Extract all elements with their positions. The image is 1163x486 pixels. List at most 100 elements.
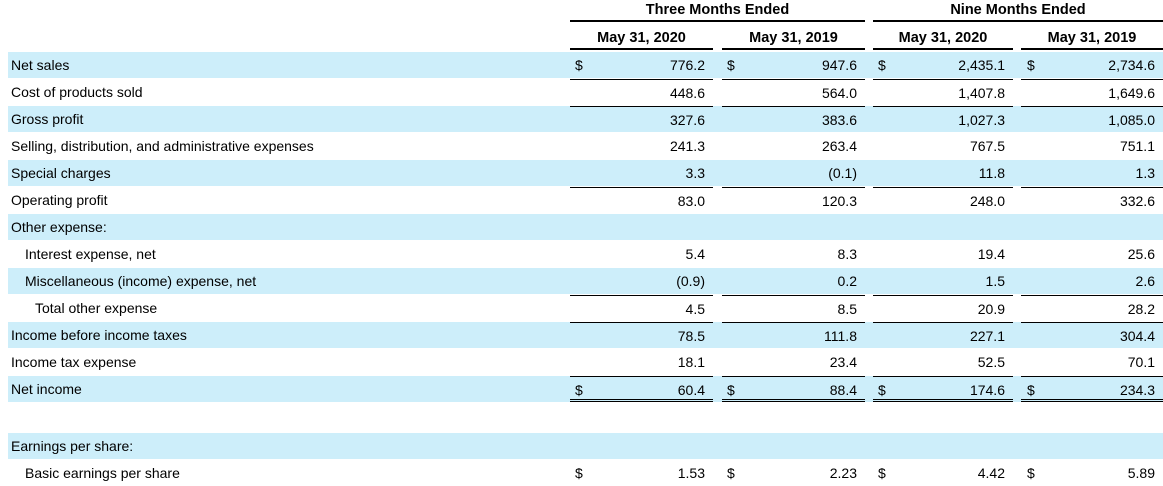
value-cell: 18.1 [570,349,713,375]
row-label: Other expense: [11,219,107,235]
value-cell: 83.0 [570,187,713,213]
header-col-ytd-2019: May 31, 2019 [1021,28,1163,50]
row-label: Total other expense [35,300,158,316]
value-cell: $947.6 [722,52,865,78]
value-cell: 227.1 [873,322,1013,348]
cell-value: 234.3 [1119,382,1155,398]
cell-value: 5.89 [1127,465,1155,481]
cell-value: 1,407.8 [958,85,1005,101]
value-cell: 248.0 [873,187,1013,213]
value-cell: 8.3 [722,241,865,267]
currency-symbol: $ [1027,382,1035,398]
value-cell: $174.6 [873,376,1013,402]
row-label: Selling, distribution, and administrativ… [11,138,314,154]
row-label: Basic earnings per share [25,465,180,481]
table-row: Other expense: [8,214,1163,240]
row-label: Gross profit [11,111,84,127]
cell-value: (0.9) [676,273,705,289]
cell-value: 227.1 [969,328,1005,344]
row-label: Interest expense, net [25,246,156,262]
cell-value: 60.4 [677,382,705,398]
value-cell: (0.1) [722,160,865,186]
value-cell: 70.1 [1021,349,1163,375]
value-cell [570,433,713,459]
row-label: Miscellaneous (income) expense, net [25,273,257,289]
cell-value: 2,734.6 [1108,57,1155,73]
cell-value: 3.3 [685,165,705,181]
cell-value: 5.4 [685,246,705,262]
row-label: Earnings per share: [11,438,134,454]
value-cell: 5.4 [570,241,713,267]
cell-value: 1.3 [1135,165,1155,181]
cell-value: 1,649.6 [1108,85,1155,101]
cell-value: 1.53 [677,465,705,481]
value-cell: 332.6 [1021,187,1163,213]
cell-value: 28.2 [1127,301,1155,317]
cell-value: 174.6 [969,382,1005,398]
value-cell: 2.6 [1021,268,1163,294]
value-cell: 1,085.0 [1021,106,1163,132]
value-cell: 4.5 [570,295,713,321]
table-row: Net income $60.4 $88.4 $174.6 $234.3 [8,376,1163,402]
cell-value: 248.0 [969,193,1005,209]
cell-value: 751.1 [1119,138,1155,154]
value-cell: $88.4 [722,376,865,402]
value-cell: 751.1 [1021,133,1163,159]
cell-value: 1.5 [985,273,1005,289]
value-cell: 20.9 [873,295,1013,321]
currency-symbol: $ [727,382,735,398]
value-cell: 19.4 [873,241,1013,267]
cell-value: 383.6 [821,112,857,128]
value-cell: 304.4 [1021,322,1163,348]
value-cell: 25.6 [1021,241,1163,267]
header-col-q-2020: May 31, 2020 [570,28,713,50]
row-label: Special charges [11,165,111,181]
value-cell: $2,734.6 [1021,52,1163,78]
cell-value: 448.6 [669,85,705,101]
value-cell: 52.5 [873,349,1013,375]
cell-value: 88.4 [829,382,857,398]
cell-value: 2,435.1 [958,57,1005,73]
table-row: Earnings per share: [8,433,1163,459]
row-label: Net sales [11,57,70,73]
table-row: Net sales $776.2 $947.6 $2,435.1 $2,734.6 [8,52,1163,78]
value-cell: 8.5 [722,295,865,321]
table-row: Total other expense 4.5 8.5 20.9 28.2 [8,295,1163,321]
header-col-ytd-2020: May 31, 2020 [873,28,1013,50]
row-label: Income tax expense [11,354,137,370]
value-cell: 120.3 [722,187,865,213]
currency-symbol: $ [575,382,583,398]
value-cell: $776.2 [570,52,713,78]
cell-value: 83.0 [677,193,705,209]
row-label: Operating profit [11,192,108,208]
value-cell: 241.3 [570,133,713,159]
value-cell [1021,433,1163,459]
value-cell: 1,649.6 [1021,79,1163,105]
value-cell [873,433,1013,459]
value-cell: 448.6 [570,79,713,105]
table-row: Cost of products sold 448.6 564.0 1,407.8 1,… [8,79,1163,105]
value-cell [873,214,1013,240]
cell-value: 8.5 [837,301,857,317]
cell-value: 564.0 [821,85,857,101]
table-row: Operating profit 83.0 120.3 248.0 332.6 [8,187,1163,213]
value-cell [1021,214,1163,240]
cell-value: 111.8 [824,328,857,344]
value-cell: (0.9) [570,268,713,294]
value-cell: 11.8 [873,160,1013,186]
currency-symbol: $ [575,465,583,481]
cell-value: 1,027.3 [958,112,1005,128]
cell-value: 263.4 [821,138,857,154]
value-cell [722,214,865,240]
cell-value: 2.23 [829,465,857,481]
currency-symbol: $ [727,57,735,73]
header-col-q-2019: May 31, 2019 [722,28,865,50]
value-cell: 327.6 [570,106,713,132]
cell-value: 1,085.0 [1108,112,1155,128]
currency-symbol: $ [878,382,886,398]
table-row: Gross profit 327.6 383.6 1,027.3 1,085.0 [8,106,1163,132]
value-cell: 1.5 [873,268,1013,294]
value-cell: $5.89 [1021,460,1163,486]
cell-value: 19.4 [977,246,1005,262]
table-row: Income before income taxes 78.5 111.8 227.1… [8,322,1163,348]
